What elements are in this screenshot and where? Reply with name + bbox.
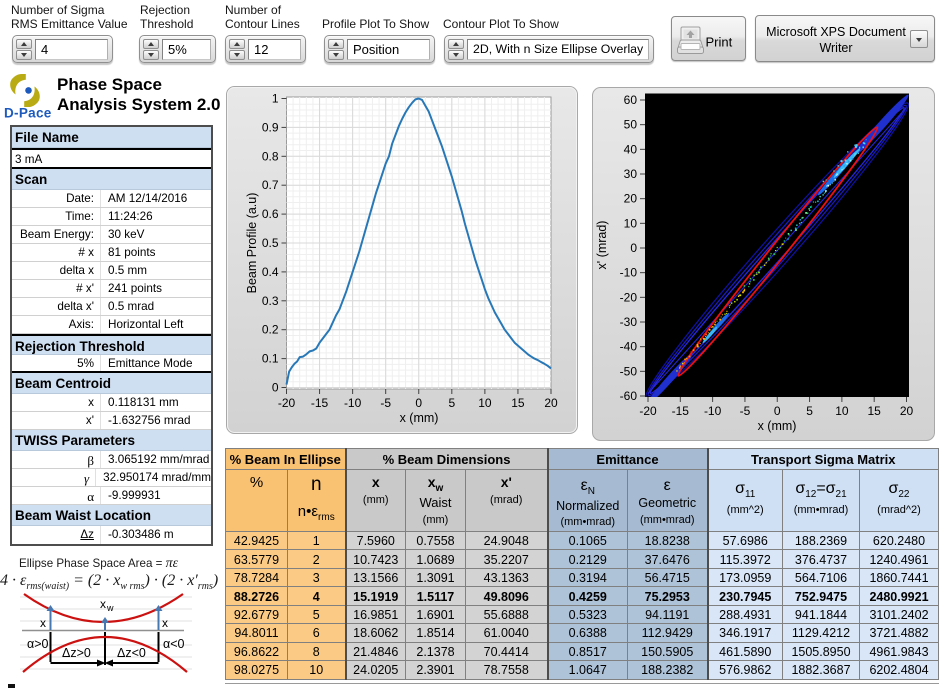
svg-text:0.3: 0.3 (262, 294, 279, 308)
svg-text:-20: -20 (278, 396, 296, 410)
svg-text:0.4: 0.4 (262, 265, 279, 279)
svg-text:-10: -10 (704, 404, 722, 418)
svg-text:0: 0 (630, 241, 637, 255)
svg-text:-50: -50 (620, 364, 638, 378)
svg-text:30: 30 (624, 167, 638, 181)
svg-text:0.9: 0.9 (262, 120, 279, 134)
svg-text:20: 20 (624, 192, 638, 206)
svg-text:x: x (40, 616, 46, 630)
svg-text:-40: -40 (620, 340, 638, 354)
svg-text:10: 10 (835, 404, 849, 418)
svg-text:10: 10 (478, 396, 492, 410)
svg-text:w: w (106, 603, 114, 613)
svg-text:60: 60 (624, 93, 638, 107)
svg-text:Beam Profile (a.u): Beam Profile (a.u) (245, 193, 259, 294)
svg-text:D-Pace: D-Pace (4, 106, 52, 121)
svg-text:5: 5 (448, 396, 455, 410)
svg-text:-5: -5 (380, 396, 391, 410)
svg-text:15: 15 (868, 404, 882, 418)
svg-text:Δz<0: Δz<0 (117, 646, 146, 660)
svg-text:-5: -5 (740, 404, 751, 418)
svg-text:0.2: 0.2 (262, 323, 279, 337)
svg-text:x' (mrad): x' (mrad) (595, 221, 609, 270)
svg-text:-60: -60 (620, 389, 638, 403)
svg-text:α<0: α<0 (163, 637, 185, 651)
svg-text:-20: -20 (639, 404, 657, 418)
svg-text:0.6: 0.6 (262, 207, 279, 221)
svg-text:0.1: 0.1 (262, 352, 279, 366)
svg-text:x: x (100, 597, 106, 611)
svg-text:-10: -10 (344, 396, 362, 410)
svg-text:x: x (162, 616, 168, 630)
svg-text:x (mm): x (mm) (400, 411, 439, 425)
svg-text:20: 20 (544, 396, 558, 410)
svg-text:10: 10 (624, 216, 638, 230)
svg-text:-15: -15 (672, 404, 690, 418)
svg-text:Δz>0: Δz>0 (62, 646, 91, 660)
svg-text:Print: Print (706, 35, 733, 50)
svg-text:0: 0 (415, 396, 422, 410)
svg-text:5: 5 (806, 404, 813, 418)
svg-text:50: 50 (624, 118, 638, 132)
svg-text:1: 1 (272, 92, 279, 106)
svg-text:40: 40 (624, 142, 638, 156)
svg-text:0: 0 (272, 381, 279, 395)
svg-text:x (mm): x (mm) (758, 419, 797, 433)
svg-text:-30: -30 (620, 315, 638, 329)
svg-text:0.5: 0.5 (262, 236, 279, 250)
svg-text:0.7: 0.7 (262, 178, 279, 192)
svg-text:-20: -20 (620, 290, 638, 304)
svg-text:α>0: α>0 (27, 637, 49, 651)
svg-text:-15: -15 (311, 396, 329, 410)
svg-text:-10: -10 (620, 266, 638, 280)
svg-text:20: 20 (900, 404, 914, 418)
svg-text:0.8: 0.8 (262, 149, 279, 163)
svg-text:15: 15 (511, 396, 525, 410)
svg-text:0: 0 (774, 404, 781, 418)
